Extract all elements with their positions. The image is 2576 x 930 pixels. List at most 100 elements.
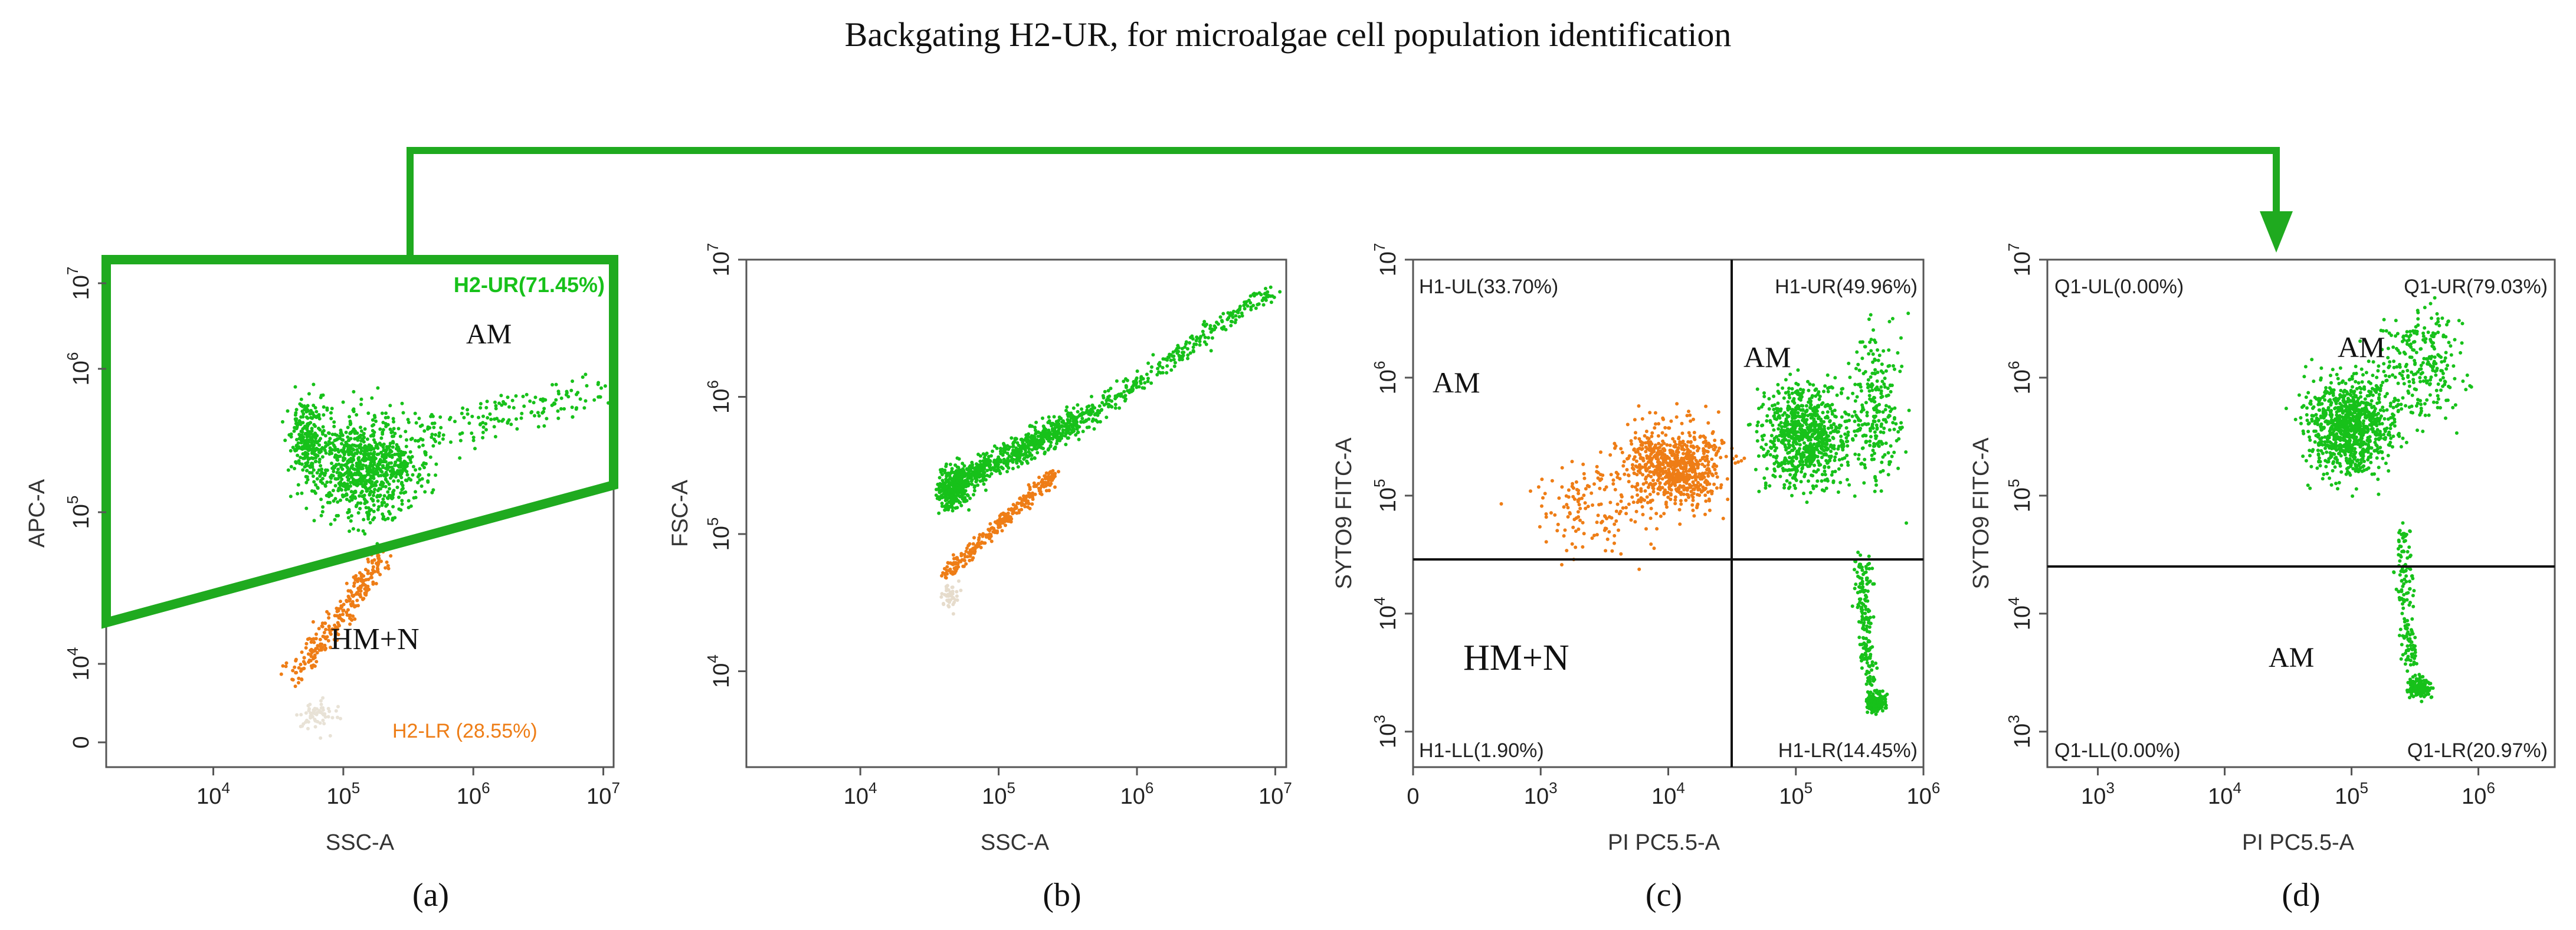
event-dot <box>363 481 367 485</box>
event-dot <box>401 450 405 454</box>
event-dot <box>1697 472 1702 476</box>
event-dot <box>1782 434 1787 438</box>
event-dot <box>1879 430 1883 434</box>
event-dot <box>1055 439 1059 443</box>
event-dot <box>386 423 390 427</box>
event-dot <box>1851 437 1854 441</box>
event-dot <box>299 415 303 419</box>
event-dot <box>1038 431 1043 435</box>
event-dot <box>1699 483 1703 487</box>
backgating-arrow <box>407 147 2280 260</box>
event-dot <box>1150 365 1153 369</box>
event-dot <box>1863 463 1867 467</box>
event-dot <box>1823 473 1827 477</box>
event-dot <box>1702 447 1706 451</box>
event-dot <box>521 394 525 398</box>
event-dot <box>1656 446 1660 450</box>
event-dot <box>965 493 969 497</box>
event-dot <box>1671 437 1675 441</box>
event-dot <box>302 656 306 660</box>
event-dot <box>1659 514 1663 518</box>
event-dot <box>982 482 986 486</box>
event-dot <box>1644 450 1648 454</box>
event-dot <box>1529 489 1532 493</box>
event-dot <box>377 505 381 509</box>
event-dot <box>1602 487 1607 492</box>
event-dot <box>379 436 384 440</box>
event-dot <box>1055 434 1058 438</box>
event-dot <box>1801 460 1805 464</box>
event-dot <box>1689 419 1693 423</box>
event-dot <box>347 438 351 443</box>
event-dot <box>1025 440 1029 444</box>
event-dot <box>1591 503 1595 507</box>
event-dot <box>1820 427 1824 431</box>
event-dot <box>379 469 382 472</box>
event-dot <box>299 713 303 717</box>
event-dot <box>328 733 332 738</box>
event-dot <box>359 467 363 471</box>
event-dot <box>1231 315 1235 319</box>
event-dot <box>1884 404 1888 408</box>
event-dot <box>965 499 969 503</box>
event-dot <box>566 395 571 399</box>
event-dot <box>992 459 997 463</box>
event-dot <box>286 409 290 413</box>
event-dot <box>1635 488 1639 492</box>
event-dot <box>1106 395 1110 399</box>
event-dot <box>1819 446 1823 450</box>
event-dot <box>1665 505 1669 509</box>
event-dot <box>330 441 335 445</box>
event-dot <box>1191 349 1195 353</box>
event-dot <box>1803 472 1807 476</box>
event-dot <box>1769 446 1774 450</box>
event-dot <box>939 595 943 599</box>
event-dot <box>315 710 319 715</box>
event-dot <box>1198 343 1202 347</box>
event-dot <box>1719 456 1723 460</box>
event-dot <box>359 397 363 401</box>
event-dot <box>984 488 988 492</box>
backgating-arrowhead-icon <box>2260 211 2293 253</box>
event-dot <box>1576 510 1580 514</box>
event-dot <box>312 443 316 447</box>
event-dot <box>1691 508 1695 512</box>
event-dot <box>363 499 368 503</box>
event-dot <box>382 453 386 457</box>
event-dot <box>1027 447 1031 451</box>
event-dot <box>335 457 339 461</box>
event-dot <box>294 461 299 465</box>
y-tick-label: 107 <box>704 243 734 277</box>
event-dot <box>536 425 540 429</box>
event-dot <box>1188 351 1192 355</box>
event-dot <box>312 519 316 523</box>
event-dot <box>370 575 373 579</box>
event-dot <box>1553 513 1557 517</box>
event-dot <box>320 467 324 471</box>
event-dot <box>1544 515 1548 519</box>
event-dot <box>335 470 339 474</box>
event-dot <box>1890 454 1894 459</box>
event-dot <box>968 558 972 562</box>
event-dot <box>1066 420 1070 424</box>
event-dot <box>1846 439 1850 443</box>
event-dot <box>1802 447 1806 451</box>
event-dot <box>935 496 939 500</box>
event-dot <box>972 485 976 489</box>
event-dot <box>512 406 516 410</box>
event-dot <box>365 437 369 441</box>
event-dot <box>1791 459 1795 463</box>
event-dot <box>1026 499 1030 503</box>
event-dot <box>481 430 485 434</box>
event-dot <box>1013 437 1017 441</box>
event-dot <box>989 534 993 538</box>
event-dot <box>995 446 999 450</box>
event-dot <box>411 473 415 477</box>
event-dot <box>355 448 359 452</box>
event-dot <box>1857 423 1861 427</box>
event-dot <box>374 419 378 423</box>
event-dot <box>369 461 373 465</box>
event-dot <box>1772 444 1776 448</box>
event-dot <box>1696 475 1700 479</box>
